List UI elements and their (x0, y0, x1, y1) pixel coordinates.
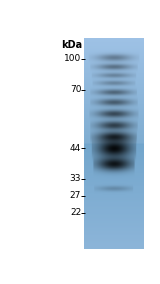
Text: 33: 33 (70, 174, 81, 183)
Text: 44: 44 (70, 143, 81, 153)
Text: 70: 70 (70, 85, 81, 94)
Text: kDa: kDa (61, 40, 82, 50)
Text: 22: 22 (70, 208, 81, 217)
Text: 27: 27 (70, 191, 81, 200)
Text: 100: 100 (64, 54, 81, 63)
